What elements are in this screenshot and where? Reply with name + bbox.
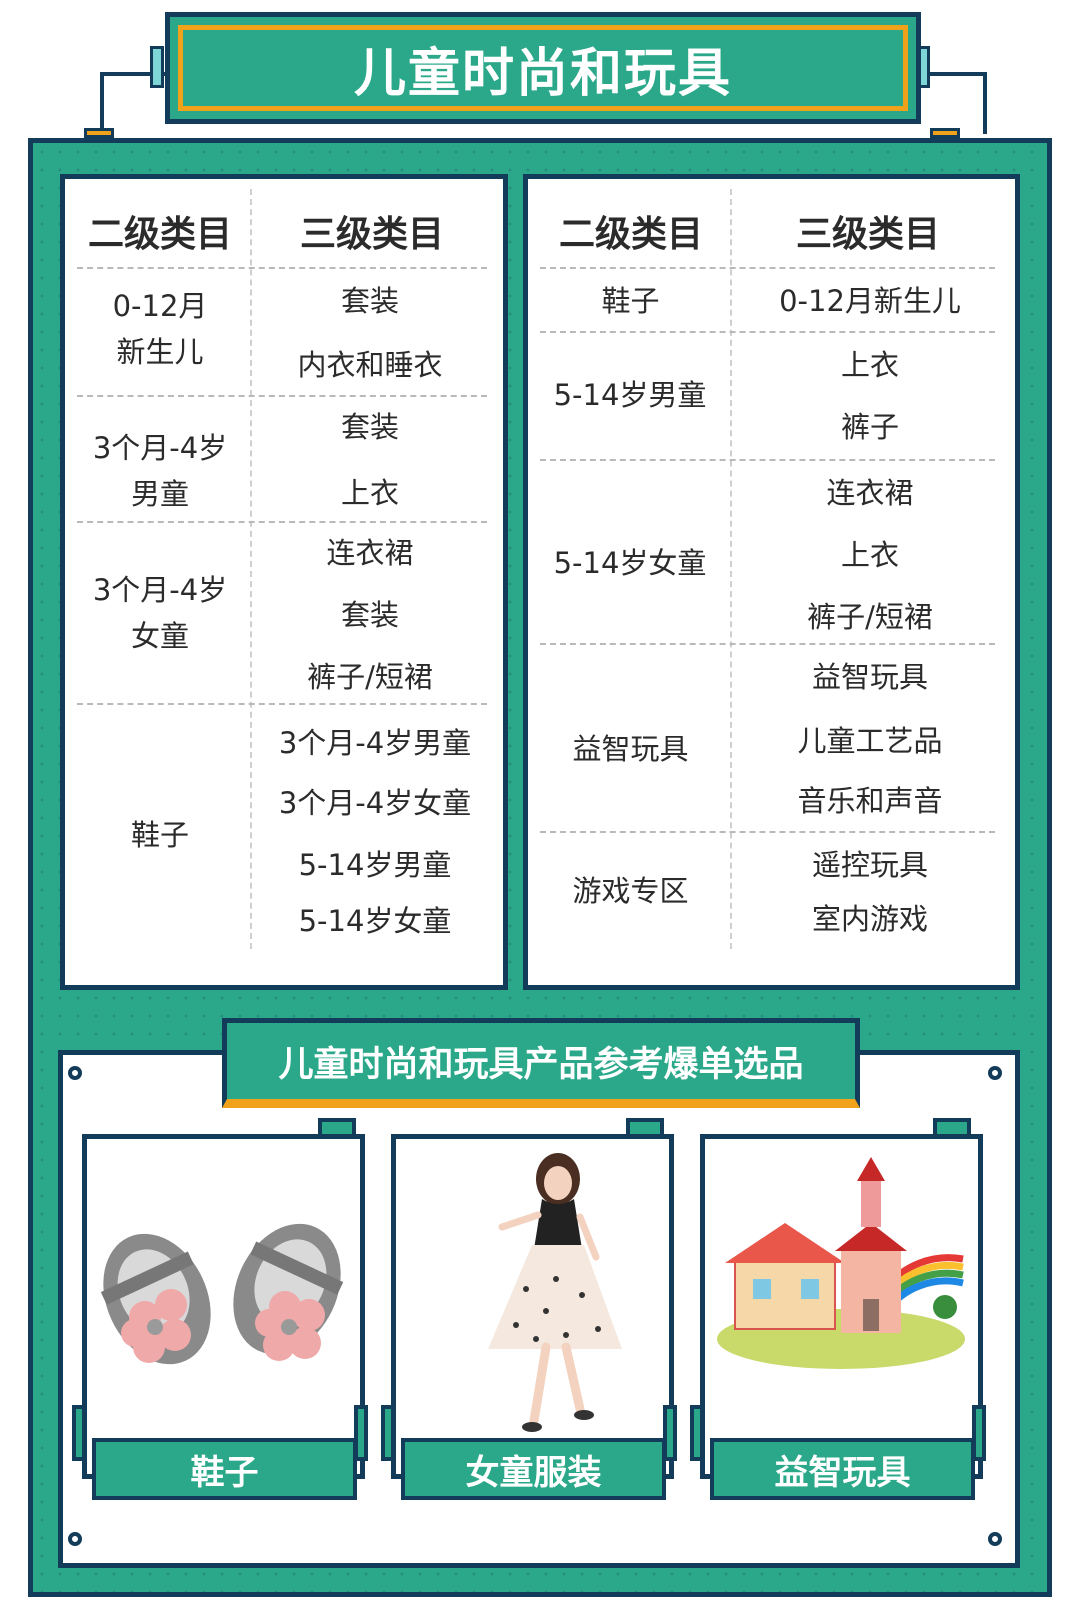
level3-cell: 套装 [340,410,399,444]
level3-cell: 3个月-4岁男童 [278,726,472,760]
level3-cell: 裤子/短裙 [807,600,933,634]
rivet-dot [68,1532,82,1546]
header-level3: 三级类目 [795,214,940,255]
level3-cell: 裤子/短裙 [307,660,433,694]
row-divider [77,703,487,705]
level3-cell: 儿童工艺品 [797,724,943,758]
product-label: 益智玩具 [710,1438,975,1500]
connector-line [100,72,166,134]
level2-cell: 3个月-4岁 男童 [92,431,228,511]
card-side-clip [972,1405,986,1461]
level3-cell: 上衣 [840,538,899,572]
category-table-right: 二级类目 三级类目 鞋子 0-12月新生儿 5-14岁男童 上衣 裤子 5-14… [523,174,1020,990]
baby-shoes-photo [100,1223,344,1365]
level2-cell: 5-14岁女童 [553,546,707,580]
product-label: 鞋子 [92,1438,357,1500]
rivet-dot [988,1066,1002,1080]
row-divider [540,643,995,645]
page-title: 儿童时尚和玩具 [353,43,732,104]
level3-cell: 套装 [340,598,399,632]
showcase-banner: 儿童时尚和玩具产品参考爆单选品 [222,1018,860,1108]
row-divider [77,521,487,523]
banner-bracket [150,46,164,88]
level3-cell: 益智玩具 [811,660,928,694]
category-table-left: 二级类目 三级类目 0-12月 新生儿 套装 内衣和睡衣 3个月-4岁 男童 套装 … [60,174,508,990]
rivet-dot [988,1532,1002,1546]
card-side-clip [381,1405,395,1461]
row-divider [540,459,995,461]
card-tab [933,1118,971,1138]
girl-dress-photo [488,1153,622,1432]
level3-cell: 遥控玩具 [811,848,928,882]
level3-cell: 0-12月新生儿 [779,284,961,318]
level2-cell: 0-12月 新生儿 [112,289,208,369]
card-tab [626,1118,664,1138]
row-divider [540,267,995,269]
level2-cell: 益智玩具 [572,732,689,766]
level3-cell: 连衣裙 [326,536,414,570]
row-divider [540,331,995,333]
rivet-dot [68,1066,82,1080]
card-side-clip [354,1405,368,1461]
title-banner: 儿童时尚和玩具 [165,12,921,124]
card-side-clip [72,1405,86,1461]
peg [84,128,114,138]
card-tab [318,1118,356,1138]
level3-cell: 5-14岁男童 [298,848,452,882]
row-divider [77,267,487,269]
row-divider [77,395,487,397]
level2-cell: 5-14岁男童 [553,378,707,412]
product-label: 女童服装 [401,1438,666,1500]
header-level2: 二级类目 [558,214,703,255]
level2-cell: 鞋子 [601,284,660,318]
level2-cell: 鞋子 [130,818,189,852]
product-card[interactable] [391,1134,674,1479]
peg [930,128,960,138]
level3-cell: 连衣裙 [826,476,914,510]
level3-cell: 裤子 [840,410,899,444]
column-divider [250,189,252,949]
level2-cell: 游戏专区 [572,874,689,908]
header-level2: 二级类目 [87,214,232,255]
toy-house-puzzle-photo [717,1157,965,1369]
level3-cell: 室内游戏 [811,902,928,936]
product-card[interactable] [700,1134,983,1479]
level2-cell: 3个月-4岁 女童 [92,573,228,653]
level3-cell: 套装 [340,284,399,318]
level3-cell: 音乐和声音 [797,784,943,818]
row-divider [540,831,995,833]
level3-cell: 内衣和睡衣 [297,348,443,382]
connector-line [921,72,987,134]
showcase-title: 儿童时尚和玩具产品参考爆单选品 [278,1044,804,1085]
card-side-clip [663,1405,677,1461]
header-level3: 三级类目 [299,214,444,255]
level3-cell: 5-14岁女童 [298,904,452,938]
column-divider [730,189,732,949]
level3-cell: 3个月-4岁女童 [278,786,472,820]
level3-cell: 上衣 [340,476,399,510]
card-side-clip [690,1405,704,1461]
level3-cell: 上衣 [840,348,899,382]
product-card[interactable] [82,1134,365,1479]
